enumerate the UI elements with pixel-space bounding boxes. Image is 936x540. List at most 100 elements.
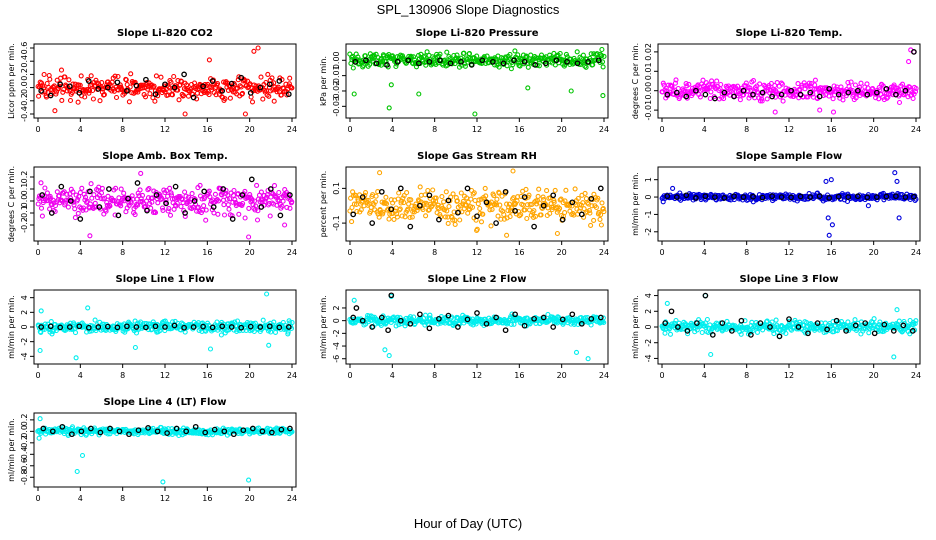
data-point	[279, 203, 285, 209]
data-point	[538, 212, 544, 218]
data-point	[912, 321, 918, 327]
x-tick-label: 12	[472, 248, 482, 257]
data-point	[35, 201, 41, 207]
data-point	[416, 91, 422, 97]
data-point	[763, 319, 770, 325]
data-point	[271, 319, 277, 325]
series-point	[228, 80, 235, 87]
data-point	[133, 330, 140, 336]
series-point	[531, 315, 537, 322]
series-point	[750, 193, 756, 200]
series-point	[378, 314, 385, 321]
data-point	[216, 91, 222, 97]
data-point	[149, 195, 156, 201]
data-point	[583, 64, 589, 70]
data-point	[38, 205, 45, 211]
data-point	[504, 232, 510, 238]
data-point	[222, 96, 228, 102]
data-point	[286, 81, 292, 87]
data-point	[207, 194, 213, 200]
data-point	[137, 187, 143, 193]
x-tick-label: 12	[784, 125, 794, 134]
data-point	[885, 94, 891, 100]
series-point	[668, 308, 675, 315]
series-point	[211, 426, 218, 433]
data-point	[544, 188, 550, 194]
data-point	[79, 452, 86, 459]
data-point	[395, 314, 401, 320]
data-point	[829, 222, 835, 228]
panel-title: Slope Gas Stream RH	[417, 151, 537, 162]
series-point	[569, 311, 576, 318]
data-point	[59, 97, 65, 103]
data-point	[778, 80, 784, 86]
series-point	[221, 428, 228, 435]
data-point	[662, 330, 668, 336]
data-point	[203, 217, 209, 223]
y-tick-label: 0.2	[20, 171, 29, 184]
data-point	[558, 196, 564, 202]
data-point	[686, 81, 692, 87]
series-point	[814, 320, 821, 326]
series-point	[574, 60, 581, 67]
series-point	[133, 324, 140, 330]
series-point	[455, 209, 461, 216]
data-point	[523, 195, 529, 201]
data-point	[414, 207, 420, 213]
data-point	[254, 217, 261, 223]
data-point	[385, 206, 391, 212]
series-point	[209, 324, 216, 331]
series-point	[276, 324, 283, 331]
data-point	[764, 318, 770, 324]
data-point	[251, 48, 257, 54]
data-point	[126, 99, 132, 105]
data-point	[892, 170, 898, 176]
series-point	[171, 84, 178, 91]
series-point	[474, 213, 480, 220]
series-point	[405, 57, 412, 64]
data-point	[517, 63, 523, 69]
series-point	[135, 427, 142, 434]
series-point	[394, 58, 401, 65]
data-point	[394, 211, 400, 217]
data-point	[393, 63, 399, 70]
series-point	[191, 198, 198, 204]
data-point	[667, 331, 674, 337]
series-point	[483, 320, 490, 327]
data-point	[75, 99, 81, 105]
series-point	[219, 88, 226, 94]
data-point	[47, 76, 53, 82]
data-point	[677, 190, 683, 196]
y-tick-label: -0.8	[20, 469, 29, 485]
series-point	[248, 176, 255, 183]
data-point	[720, 327, 726, 333]
data-point	[234, 318, 241, 324]
series-point	[76, 90, 83, 96]
series-point	[833, 317, 840, 324]
y-tick-label: -0.03	[332, 96, 341, 117]
data-point	[506, 201, 512, 207]
y-tick-label: 0.00	[644, 82, 653, 100]
data-point	[589, 203, 595, 209]
data-point	[896, 99, 903, 106]
series-point	[479, 57, 486, 64]
series-point	[266, 323, 273, 330]
series-point	[521, 322, 528, 329]
y-tick-label: 0.1	[20, 183, 29, 196]
x-tick-label: 24	[599, 248, 609, 257]
series-point	[116, 428, 123, 435]
data-point	[450, 217, 456, 223]
series-point	[173, 425, 180, 432]
data-point	[912, 89, 919, 95]
data-point	[803, 94, 809, 100]
data-point	[391, 216, 397, 222]
series-point	[154, 428, 161, 435]
x-tick-label: 20	[245, 494, 255, 503]
data-point	[171, 73, 177, 80]
data-point	[221, 212, 228, 218]
data-point	[72, 330, 79, 336]
series-point	[500, 60, 507, 67]
x-tick-label: 12	[472, 371, 482, 380]
y-tick-label: -0.1	[20, 205, 29, 221]
